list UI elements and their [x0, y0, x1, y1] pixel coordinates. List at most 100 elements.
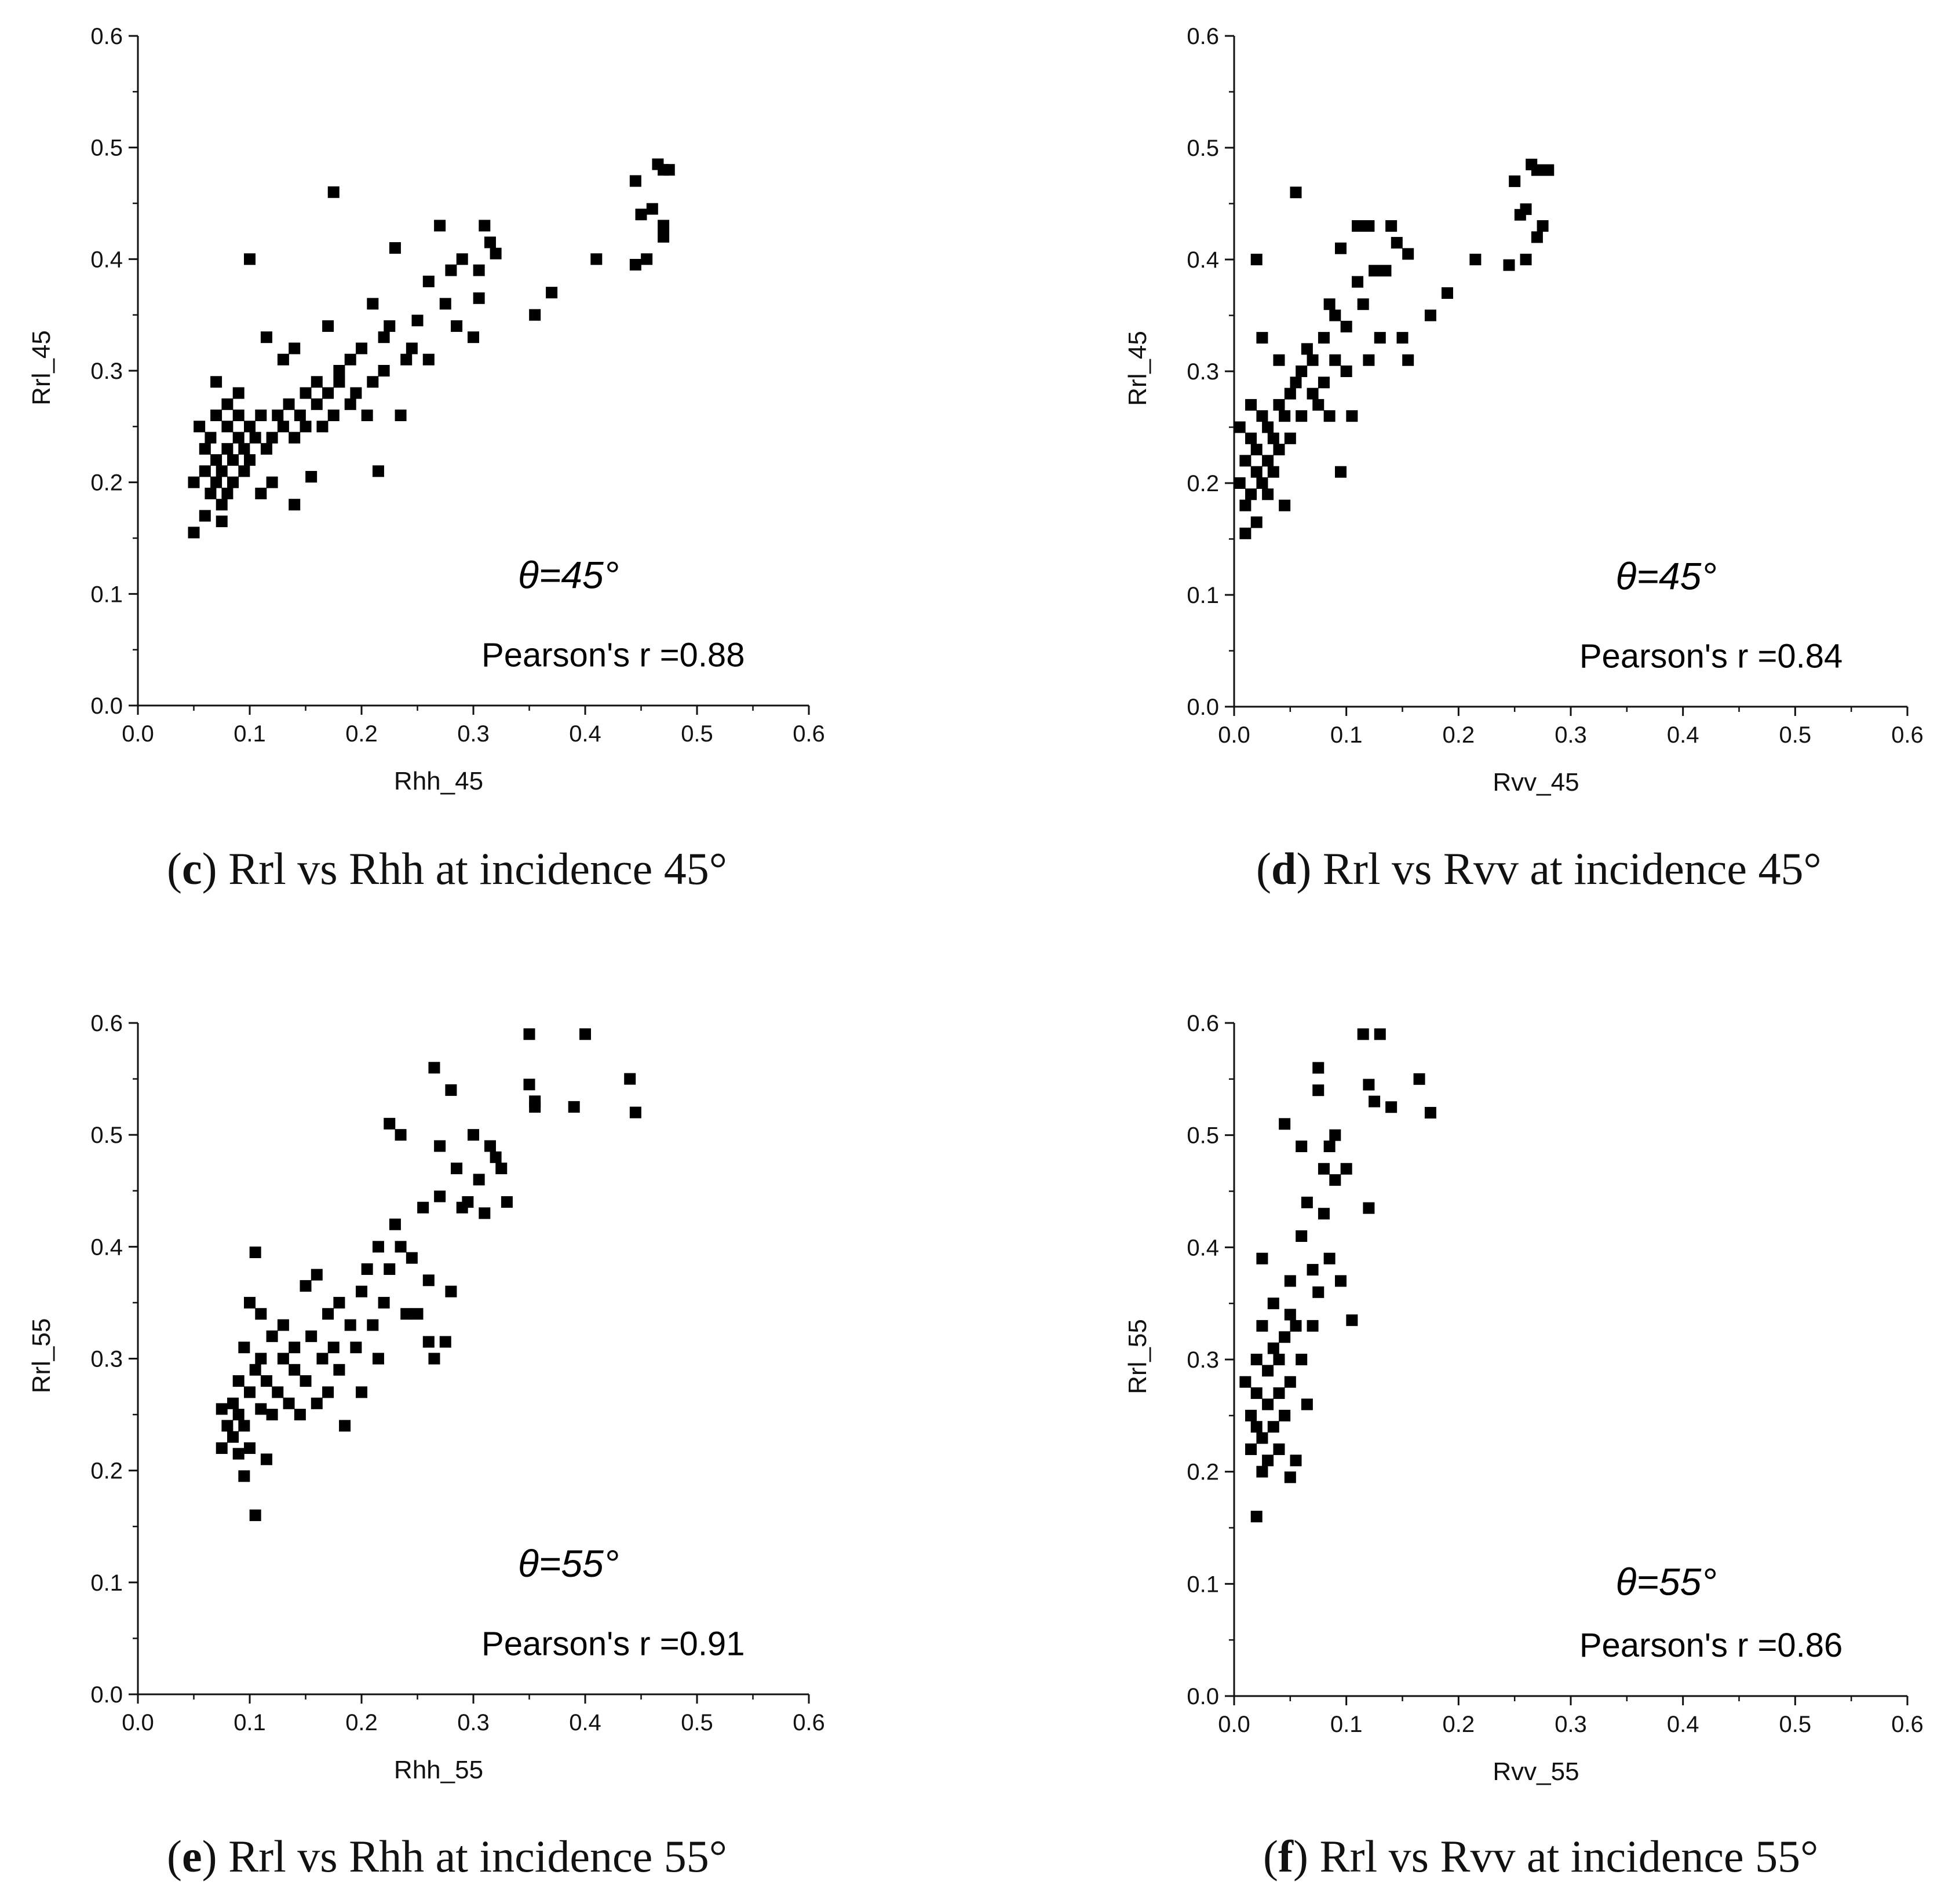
data-point — [1402, 248, 1414, 260]
data-point — [238, 1342, 250, 1354]
data-point — [300, 387, 312, 399]
data-point — [210, 376, 222, 388]
pearson-annotation: Pearson's r =0.86 — [1579, 1627, 1842, 1664]
data-point — [1267, 1298, 1279, 1310]
data-point — [428, 1353, 440, 1365]
data-point — [289, 499, 301, 511]
data-point — [568, 1101, 580, 1113]
data-point — [244, 1386, 256, 1398]
x-tick-label: 0.4 — [569, 721, 601, 747]
data-point — [389, 1218, 401, 1230]
data-point — [289, 1364, 301, 1376]
data-point — [1279, 1118, 1291, 1130]
data-point — [289, 432, 301, 444]
data-point — [1318, 377, 1330, 389]
data-point — [1363, 354, 1375, 366]
data-point — [327, 410, 340, 422]
data-point — [300, 1280, 312, 1292]
data-point — [232, 432, 245, 444]
data-point — [1284, 1471, 1296, 1483]
data-point — [244, 1442, 256, 1455]
data-point — [1323, 410, 1336, 422]
data-point — [221, 398, 233, 410]
data-point — [629, 175, 641, 187]
data-point — [227, 476, 239, 488]
data-point — [272, 1386, 284, 1398]
data-point — [1363, 1202, 1375, 1214]
panel-caption: (d) Rrl vs Rvv at incidence 45° — [1256, 843, 1822, 894]
data-point — [1374, 332, 1386, 344]
data-point — [462, 1196, 474, 1208]
data-point — [1334, 466, 1347, 478]
data-point — [232, 387, 245, 399]
data-point — [255, 487, 267, 499]
x-tick-label: 0.6 — [793, 1710, 825, 1735]
caption-text: Rrl vs Rhh at incidence 55° — [228, 1831, 727, 1881]
data-point — [422, 275, 435, 287]
data-point — [1239, 527, 1252, 539]
data-point — [1279, 1331, 1291, 1343]
data-point — [417, 1201, 429, 1214]
x-tick-label: 0.0 — [122, 721, 154, 747]
data-point — [1279, 410, 1291, 422]
data-point — [216, 516, 228, 528]
data-point — [311, 398, 323, 410]
data-point — [1279, 1409, 1291, 1421]
data-point — [1391, 237, 1403, 249]
data-point — [1312, 1062, 1325, 1074]
data-point — [422, 1336, 435, 1348]
data-point — [1239, 1376, 1252, 1388]
data-point — [227, 1431, 239, 1443]
data-point — [434, 220, 446, 232]
data-point — [1509, 175, 1521, 187]
data-point — [232, 1409, 245, 1421]
data-point — [327, 1342, 340, 1354]
data-point — [451, 320, 463, 332]
data-point — [635, 209, 647, 221]
panel-letter: f — [1278, 1831, 1293, 1881]
y-tick-label: 0.6 — [1187, 1011, 1219, 1036]
data-point — [1284, 388, 1296, 400]
data-point — [1542, 164, 1555, 176]
data-point — [232, 1375, 245, 1387]
data-point — [1346, 1314, 1358, 1326]
data-point — [1402, 354, 1414, 366]
x-tick-label: 0.3 — [1555, 1712, 1587, 1737]
data-point — [658, 231, 670, 243]
data-point — [1312, 1286, 1325, 1298]
data-point — [300, 421, 312, 433]
data-point — [199, 443, 211, 455]
y-tick-label: 0.2 — [1187, 471, 1219, 496]
data-point — [244, 421, 256, 433]
data-point — [439, 1336, 451, 1348]
data-point — [1262, 488, 1274, 500]
data-point — [1256, 1252, 1268, 1265]
pearson-annotation: Pearson's r =0.84 — [1579, 637, 1842, 675]
data-point — [1323, 1141, 1336, 1153]
data-point — [316, 1353, 329, 1365]
data-point — [350, 1342, 362, 1354]
data-point — [1329, 1129, 1341, 1141]
scatter-panel-e: 0.0 0.1 0.2 0.3 0.4 0.5 0.6 0.0 0.1 0.2 0.3 0.4 0.5 0… — [27, 1011, 825, 1784]
y-axis-label: Rrl_45 — [27, 330, 56, 405]
data-point — [199, 510, 211, 522]
y-tick-label: 0.0 — [1187, 1684, 1219, 1709]
data-point — [1273, 1387, 1285, 1399]
data-point — [311, 1397, 323, 1409]
data-point — [1284, 1376, 1296, 1388]
x-tick-label: 0.6 — [1891, 1712, 1924, 1737]
data-point — [1262, 1455, 1274, 1467]
data-point — [1250, 444, 1263, 456]
x-tick-label: 0.1 — [233, 721, 266, 747]
x-tick-label: 0.0 — [1218, 1712, 1250, 1737]
data-point — [255, 410, 267, 422]
data-point — [232, 1448, 245, 1460]
data-point — [1352, 220, 1364, 232]
data-point — [249, 1246, 261, 1258]
data-point — [227, 1397, 239, 1409]
data-point — [395, 410, 407, 422]
data-point — [434, 1190, 446, 1203]
data-point — [1250, 1511, 1263, 1523]
data-point — [468, 331, 479, 343]
